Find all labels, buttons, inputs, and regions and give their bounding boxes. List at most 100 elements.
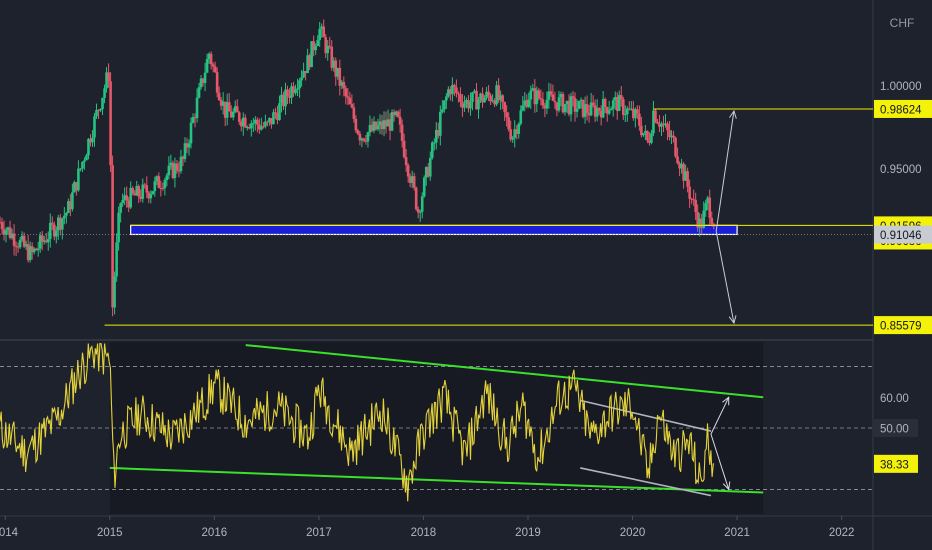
oscillator-channel-line[interactable] — [245, 344, 764, 399]
candle-body — [173, 163, 177, 178]
projection-arrow[interactable] — [715, 231, 735, 324]
price-pane[interactable] — [0, 19, 873, 326]
oscillator-pane[interactable] — [0, 342, 873, 514]
candle-body — [704, 203, 708, 211]
candle-body — [332, 60, 336, 68]
oscillator-inner-channel-line[interactable] — [580, 467, 712, 497]
candle-body — [382, 120, 386, 130]
candle-body — [630, 108, 633, 110]
candle-body — [364, 140, 368, 142]
candle-body — [326, 45, 330, 54]
candle-body — [432, 142, 436, 144]
candle-body — [233, 106, 237, 112]
candle-body — [519, 110, 523, 124]
candle-body — [362, 138, 366, 141]
candle-body — [555, 102, 559, 111]
candle-body — [274, 112, 277, 114]
candle-body — [702, 210, 706, 228]
candle-body — [322, 26, 326, 38]
candle-body — [48, 222, 52, 240]
candle-body — [710, 217, 714, 224]
projection-arrow[interactable] — [715, 110, 735, 232]
time-scale[interactable]: 2014 2015 2016 2017 2018 2019 2020 2021 2022 — [0, 516, 854, 539]
candle-body — [402, 140, 406, 158]
candle-body — [294, 89, 297, 94]
candle-body — [439, 111, 442, 136]
candle-body — [229, 111, 233, 118]
time-tick-label: 2018 — [411, 527, 437, 539]
candle-body — [708, 197, 712, 218]
candle-body — [414, 187, 418, 210]
candle-body — [123, 195, 126, 201]
candle-body — [613, 97, 617, 101]
candle-body — [632, 108, 635, 119]
support-zone-layer — [130, 224, 738, 236]
candle-body — [165, 175, 169, 181]
candle-body — [57, 217, 60, 231]
arrow-head — [728, 315, 737, 325]
price-tick-label: 0.95000 — [880, 164, 922, 176]
candle-body — [465, 99, 468, 104]
candle-body — [567, 100, 571, 115]
candle-body — [557, 97, 561, 111]
level-price-label: 0.85579 — [880, 321, 922, 333]
candle-body — [155, 176, 159, 182]
candle-body — [127, 200, 130, 208]
candle-body — [434, 129, 438, 143]
candle-body — [654, 110, 657, 122]
time-tick-label: 2017 — [306, 527, 332, 539]
candle-body — [473, 90, 476, 93]
candle-body — [111, 165, 114, 308]
candle-body — [581, 99, 585, 117]
candle-body — [386, 119, 390, 127]
candle-body — [278, 103, 281, 120]
projection-arrow[interactable] — [710, 433, 730, 490]
candle-body — [420, 196, 424, 212]
current-price-label-bg — [874, 225, 932, 244]
candle-body — [607, 110, 611, 114]
oscillator-projection-arrows — [710, 396, 731, 491]
candle-body — [374, 121, 378, 130]
candle-body — [634, 109, 637, 119]
candle-body — [231, 111, 235, 118]
candle-body — [52, 224, 56, 237]
candle-body — [248, 127, 251, 129]
candle-body — [507, 117, 510, 130]
candle-body — [678, 163, 681, 169]
arrow-head — [722, 396, 730, 406]
projection-arrow[interactable] — [710, 397, 730, 435]
oscillator-inner-channel-line[interactable] — [580, 399, 712, 432]
candle-body — [272, 112, 275, 125]
candle-body — [644, 130, 647, 134]
candle-body — [398, 116, 402, 125]
candle-body — [0, 222, 4, 230]
candle-body — [207, 53, 211, 60]
candle-body — [145, 185, 149, 193]
candle-body — [599, 111, 603, 118]
candle-body — [583, 104, 587, 117]
projection-arrows — [715, 109, 737, 325]
candle-body — [79, 168, 82, 170]
candle-body — [135, 186, 139, 196]
candle-body — [42, 240, 46, 242]
candle-body — [97, 109, 100, 111]
candle-body — [360, 138, 364, 141]
candle-body — [296, 88, 299, 90]
support-zone[interactable] — [130, 224, 738, 236]
candle-body — [549, 91, 553, 95]
candle-body — [213, 66, 217, 73]
candle-body — [169, 162, 173, 166]
candle-body — [527, 99, 531, 108]
candle-body — [0, 222, 2, 224]
candle-body — [87, 138, 90, 156]
candle-body — [487, 91, 490, 96]
candle-body — [65, 213, 68, 216]
candle-body — [71, 192, 74, 210]
candle-body — [28, 246, 32, 261]
candle-body — [75, 182, 78, 191]
oscillator-channel-line[interactable] — [109, 466, 764, 494]
candle-body — [674, 137, 677, 157]
time-tick-label: 2014 — [0, 527, 19, 539]
